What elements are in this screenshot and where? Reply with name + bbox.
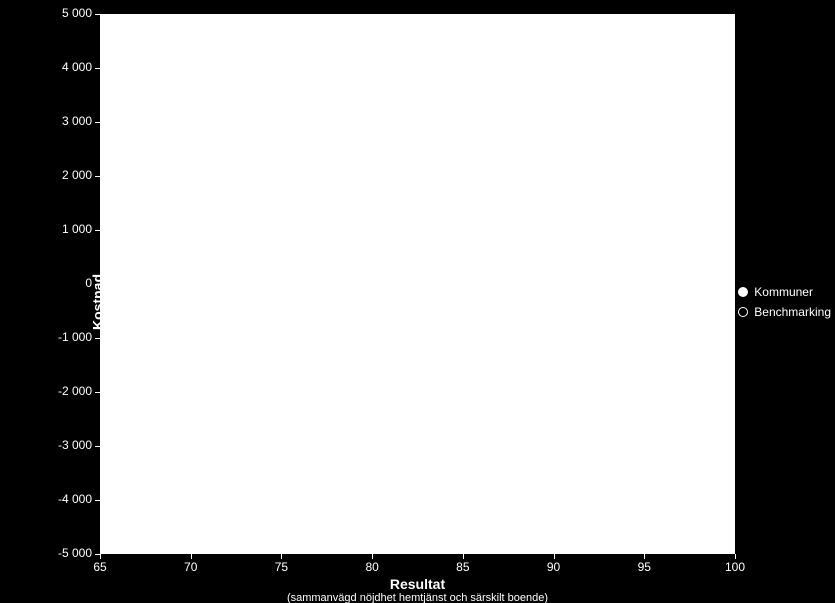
legend-marker-filled-icon [738,287,748,297]
y-tick-mark [95,500,100,501]
x-tick-label: 100 [725,560,745,574]
y-tick-mark [95,230,100,231]
x-tick-label: 95 [638,560,651,574]
x-tick-label: 85 [456,560,469,574]
x-tick-mark [735,554,736,559]
x-tick-mark [644,554,645,559]
y-tick-mark [95,446,100,447]
y-tick-label: 0 [85,276,92,290]
x-tick-label: 80 [365,560,378,574]
legend-item-kommuner: Kommuner [738,285,831,299]
legend-marker-hollow-icon [738,307,748,317]
y-tick-label: -2 000 [58,384,92,398]
plot-area [100,14,735,554]
scatter-chart: Kostnad (avvikelse från standardkostnad,… [0,0,835,603]
x-tick-mark [372,554,373,559]
x-axis-title: Resultat (sammanvägd nöjdhet hemtjänst o… [100,576,735,603]
y-axis-title: Kostnad (avvikelse från standardkostnad,… [8,0,48,603]
y-tick-label: 5 000 [62,6,92,20]
y-axis-title-main: Kostnad [90,206,106,397]
y-tick-mark [95,68,100,69]
x-tick-label: 65 [93,560,106,574]
y-tick-mark [95,14,100,15]
y-tick-mark [95,176,100,177]
x-tick-mark [191,554,192,559]
legend-item-benchmarking: Benchmarking [738,305,831,319]
x-tick-mark [554,554,555,559]
y-tick-label: 1 000 [62,222,92,236]
legend: Kommuner Benchmarking [738,279,831,325]
y-axis-title-sub: (avvikelse från standardkostnad, kr/inv) [106,206,118,397]
y-tick-label: -3 000 [58,438,92,452]
x-tick-label: 70 [184,560,197,574]
x-axis-title-main: Resultat [100,576,735,592]
x-tick-mark [463,554,464,559]
y-tick-label: -4 000 [58,492,92,506]
legend-label: Kommuner [754,285,813,299]
y-tick-label: 4 000 [62,60,92,74]
y-tick-label: -1 000 [58,330,92,344]
x-tick-label: 90 [547,560,560,574]
y-tick-mark [95,392,100,393]
legend-label: Benchmarking [754,305,831,319]
x-tick-label: 75 [275,560,288,574]
y-tick-mark [95,122,100,123]
x-axis-title-sub: (sammanvägd nöjdhet hemtjänst och särski… [100,592,735,603]
y-tick-label: 2 000 [62,168,92,182]
x-tick-mark [281,554,282,559]
x-tick-mark [100,554,101,559]
y-tick-mark [95,338,100,339]
y-tick-label: 3 000 [62,114,92,128]
y-tick-mark [95,284,100,285]
y-tick-label: -5 000 [58,546,92,560]
